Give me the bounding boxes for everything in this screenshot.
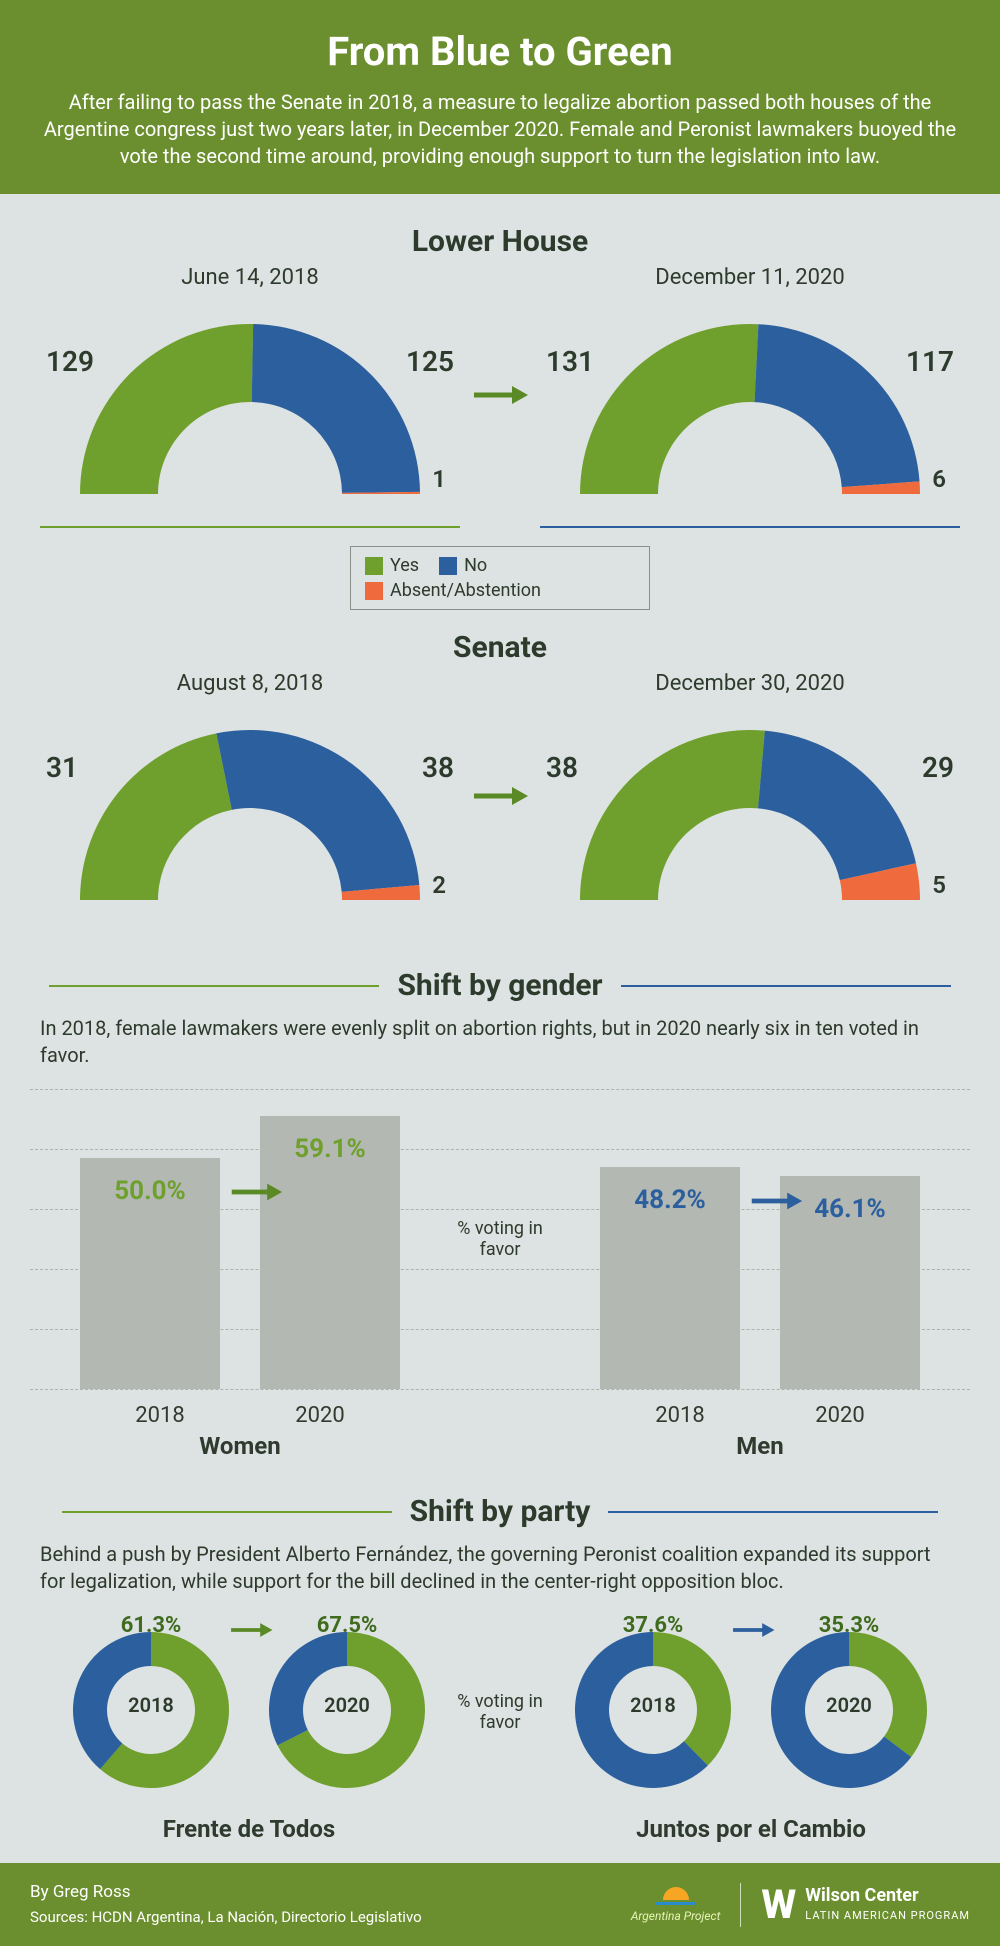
arc-date: December 30, 2020 <box>540 671 960 696</box>
gender-desc: In 2018, female lawmakers were evenly sp… <box>0 1015 1000 1069</box>
header: From Blue to Green After failing to pass… <box>0 0 1000 194</box>
juntos-pair: 37.6% 2018 35.3% 2020 <box>558 1615 944 1809</box>
arrow-icon <box>228 1180 284 1204</box>
donut-juntos-2020: 35.3% 2020 <box>754 1615 944 1809</box>
party-chart: 61.3% 2018 67.5% 2020 % voting in favor … <box>0 1615 1000 1863</box>
footer-credits: By Greg Ross Sources: HCDN Argentina, La… <box>30 1881 422 1928</box>
page-subtitle: After failing to pass the Senate in 2018… <box>40 89 960 170</box>
arc-date: December 11, 2020 <box>540 265 960 290</box>
wilson-w-icon: W <box>761 1881 795 1928</box>
party-title: Shift by party <box>410 1494 591 1529</box>
bar-women-2018: 50.0% <box>80 1158 220 1389</box>
women-group: 50.0% 59.1% <box>80 1116 400 1389</box>
arc-chart <box>40 294 460 514</box>
arrow-icon <box>228 1619 274 1641</box>
party-caption: % voting in favor <box>450 1691 550 1733</box>
men-group: 48.2% 46.1% <box>600 1167 920 1389</box>
baseline <box>540 526 960 528</box>
frente-name: Frente de Todos <box>56 1815 442 1843</box>
footer-logos: Argentina Project W Wilson Center LATIN … <box>631 1881 970 1928</box>
senate-row: August 8, 2018 31382 December 30, 2020 3… <box>20 671 980 924</box>
legend-yes: Yes <box>365 555 419 576</box>
legend-abs: Absent/Abstention <box>365 580 541 601</box>
frente-pair: 61.3% 2018 67.5% 2020 <box>56 1615 442 1809</box>
arc-lower-2018: June 14, 2018 1291251 <box>40 265 460 528</box>
page-title: From Blue to Green <box>40 28 960 75</box>
gender-chart: 50.0% 59.1% % voting in favor 48.2% 46.1… <box>0 1089 1000 1470</box>
bar-women-2020: 59.1% <box>260 1116 400 1389</box>
donut-frente-2018: 61.3% 2018 <box>56 1615 246 1809</box>
gender-title: Shift by gender <box>397 968 602 1003</box>
arc-senate-2020: December 30, 2020 38295 <box>540 671 960 924</box>
gender-caption: % voting in favor <box>440 1218 560 1260</box>
arrow-icon <box>470 383 530 411</box>
juntos-name: Juntos por el Cambio <box>558 1815 944 1843</box>
arrow-icon <box>470 784 530 812</box>
baseline <box>40 526 460 528</box>
senate-title: Senate <box>20 630 980 665</box>
gender-header: Shift by gender <box>0 968 1000 1003</box>
party-desc: Behind a push by President Alberto Ferná… <box>0 1541 1000 1595</box>
wilson-logo: W Wilson Center LATIN AMERICAN PROGRAM <box>761 1881 970 1928</box>
argentina-project-logo: Argentina Project <box>631 1887 721 1923</box>
legend-no: No <box>439 555 487 576</box>
arcs-area: Lower House June 14, 2018 1291251 Decemb… <box>0 194 1000 944</box>
men-label: Men <box>600 1432 920 1460</box>
women-label: Women <box>80 1432 400 1460</box>
donut-frente-2020: 67.5% 2020 <box>252 1615 442 1809</box>
arc-date: June 14, 2018 <box>40 265 460 290</box>
bar-men-2018: 48.2% <box>600 1167 740 1389</box>
arc-lower-2020: December 11, 2020 1311176 <box>540 265 960 528</box>
footer: By Greg Ross Sources: HCDN Argentina, La… <box>0 1863 1000 1946</box>
arc-senate-2018: August 8, 2018 31382 <box>40 671 460 924</box>
legend: Yes No Absent/Abstention <box>350 546 650 610</box>
lower-house-title: Lower House <box>20 224 980 259</box>
arc-date: August 8, 2018 <box>40 671 460 696</box>
arrow-icon <box>748 1189 804 1213</box>
donut-juntos-2018: 37.6% 2018 <box>558 1615 748 1809</box>
arc-chart <box>40 700 460 920</box>
arc-chart <box>540 700 960 920</box>
party-header: Shift by party <box>0 1494 1000 1529</box>
arrow-icon <box>730 1619 776 1641</box>
arc-chart <box>540 294 960 514</box>
lower-house-row: June 14, 2018 1291251 December 11, 2020 … <box>20 265 980 528</box>
